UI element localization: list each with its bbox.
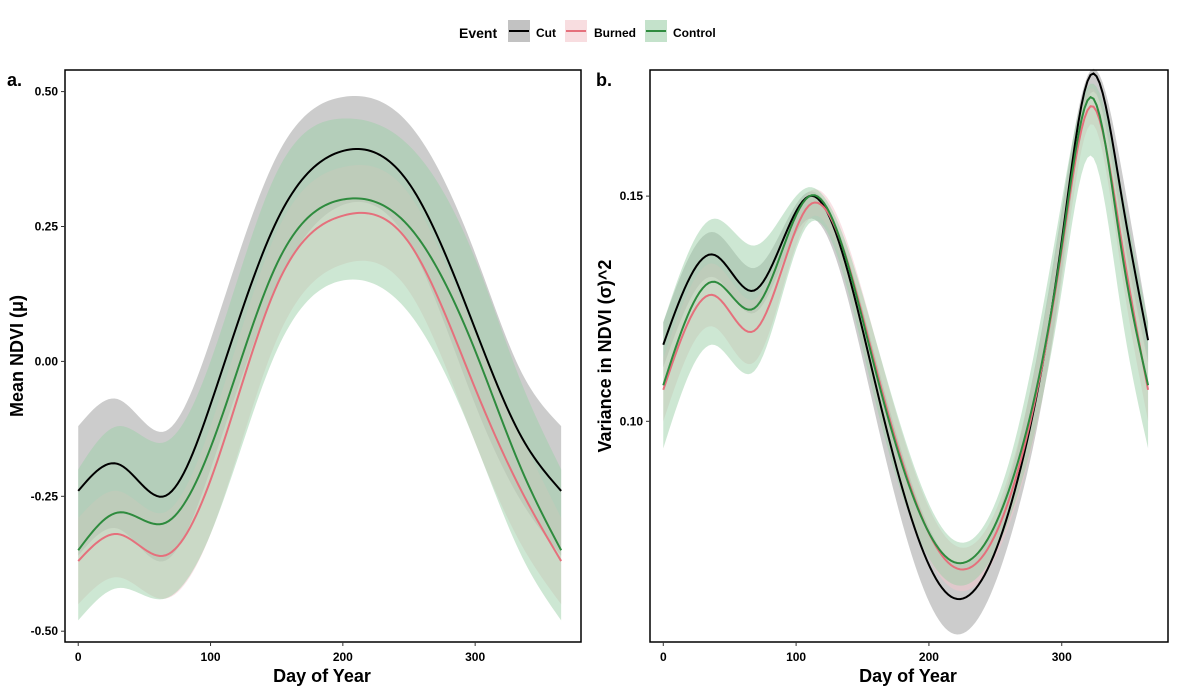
line-control <box>662 95 1150 565</box>
x-tick-label: 0 <box>75 650 82 664</box>
panel-b-tag: b. <box>596 70 612 90</box>
line-burned <box>77 211 563 562</box>
ribbon-burned <box>663 88 1149 592</box>
plot-frame <box>64 69 582 643</box>
panel-a-xlabel: Day of Year <box>273 666 371 686</box>
ribbon-cut <box>663 68 1149 635</box>
y-tick-label: -0.50 <box>31 624 59 638</box>
legend-label-burned: Burned <box>594 26 636 40</box>
y-tick-label: 0.50 <box>35 85 59 99</box>
panel-b-ylabel: Variance in NDVI (σ)^2 <box>595 260 615 453</box>
x-tick-label: 100 <box>201 650 221 664</box>
legend-label-control: Control <box>673 26 716 40</box>
legend-entry-control: Control <box>645 20 716 42</box>
panel-a: a. Mean NDVI (μ) Day of Year -0.50 -0.25 0… <box>7 69 582 686</box>
panel-b: b. Variance in NDVI (σ)^2 Day of Year 0.… <box>595 68 1169 686</box>
y-tick-label: 0.15 <box>620 189 644 203</box>
x-tick-label: 300 <box>465 650 485 664</box>
y-tick-label: 0.00 <box>35 354 59 368</box>
x-tick-label: 0 <box>660 650 667 664</box>
line-cut <box>77 147 562 498</box>
ribbon-control <box>663 83 1149 586</box>
legend-entry-cut: Cut <box>508 20 556 42</box>
legend-label-cut: Cut <box>536 26 556 40</box>
panel-a-tag: a. <box>7 70 22 90</box>
legend: Event Cut Burned Control <box>459 20 716 42</box>
panel-b-xlabel: Day of Year <box>859 666 957 686</box>
panel-a-ylabel: Mean NDVI (μ) <box>7 295 27 417</box>
x-tick-label: 200 <box>919 650 939 664</box>
x-tick-label: 300 <box>1052 650 1072 664</box>
y-tick-label: -0.25 <box>31 489 59 503</box>
x-tick-label: 200 <box>333 650 353 664</box>
x-tick-label: 100 <box>786 650 806 664</box>
y-tick-label: 0.10 <box>620 414 644 428</box>
line-control <box>77 197 563 551</box>
legend-entry-burned: Burned <box>565 20 636 42</box>
y-tick-label: 0.25 <box>35 219 59 233</box>
legend-title: Event <box>459 25 497 41</box>
plot-frame <box>649 69 1169 643</box>
ribbon-control <box>78 118 562 621</box>
